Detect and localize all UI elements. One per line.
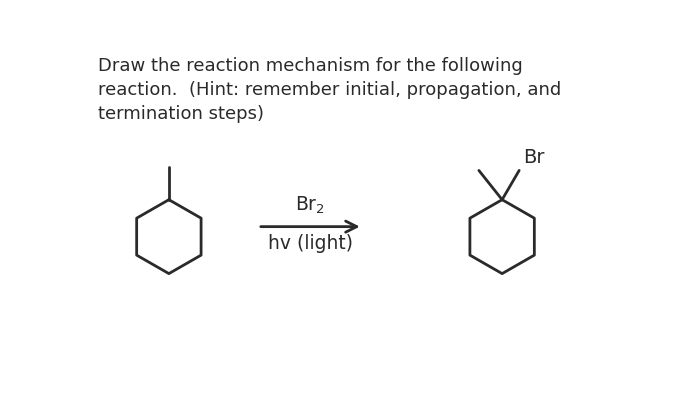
Text: termination steps): termination steps): [97, 105, 264, 123]
Text: reaction.  (Hint: remember initial, propagation, and: reaction. (Hint: remember initial, propa…: [97, 81, 561, 99]
Text: Br: Br: [523, 148, 545, 167]
Text: Draw the reaction mechanism for the following: Draw the reaction mechanism for the foll…: [97, 57, 522, 75]
Text: hv (light): hv (light): [268, 234, 353, 253]
Text: Br$_2$: Br$_2$: [295, 194, 326, 216]
